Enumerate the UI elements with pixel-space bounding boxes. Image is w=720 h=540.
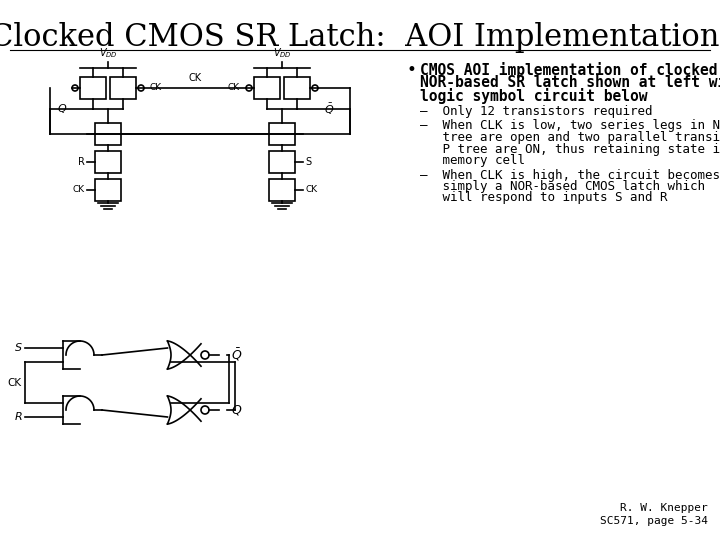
Text: CK: CK — [305, 186, 317, 194]
Text: tree are open and two parallel transistors in: tree are open and two parallel transisto… — [420, 131, 720, 144]
Text: Clocked CMOS SR Latch:  AOI Implementation: Clocked CMOS SR Latch: AOI Implementatio… — [0, 22, 720, 53]
Text: S: S — [15, 343, 22, 353]
Text: logic symbol circuit below: logic symbol circuit below — [420, 88, 647, 104]
Text: simply a NOR-based CMOS latch which: simply a NOR-based CMOS latch which — [420, 180, 705, 193]
Bar — [269, 123, 295, 145]
Text: will respond to inputs S and R: will respond to inputs S and R — [420, 192, 667, 205]
Text: –  When CLK is low, two series legs in N: – When CLK is low, two series legs in N — [420, 119, 720, 132]
Bar — [269, 151, 295, 173]
Bar — [110, 77, 136, 99]
Text: NOR-based SR latch shown at left with: NOR-based SR latch shown at left with — [420, 75, 720, 90]
Text: $V_{DD}$: $V_{DD}$ — [273, 46, 292, 60]
Bar — [254, 77, 280, 99]
Bar — [284, 77, 310, 99]
Text: P tree are ON, thus retaining state in the: P tree are ON, thus retaining state in t… — [420, 143, 720, 156]
Text: CK: CK — [189, 73, 202, 83]
Text: –  When CLK is high, the circuit becomes: – When CLK is high, the circuit becomes — [420, 168, 720, 181]
Text: CK: CK — [8, 377, 22, 388]
Bar — [80, 77, 106, 99]
Text: R. W. Knepper
SC571, page 5-34: R. W. Knepper SC571, page 5-34 — [600, 503, 708, 526]
Text: S: S — [305, 157, 311, 167]
Text: CK: CK — [150, 84, 162, 92]
Text: Q: Q — [231, 403, 241, 416]
Bar — [95, 151, 121, 173]
Bar — [95, 179, 121, 201]
Text: –  Only 12 transistors required: – Only 12 transistors required — [420, 105, 652, 118]
Text: CK: CK — [73, 186, 85, 194]
Text: CMOS AOI implementation of clocked: CMOS AOI implementation of clocked — [420, 62, 718, 78]
Text: $\bar{Q}$: $\bar{Q}$ — [231, 347, 243, 363]
Text: $V_{DD}$: $V_{DD}$ — [99, 46, 117, 60]
Text: •: • — [406, 62, 416, 79]
Text: memory cell: memory cell — [420, 154, 525, 167]
Text: CK: CK — [228, 84, 240, 92]
Text: Q: Q — [58, 104, 66, 114]
Text: R: R — [78, 157, 85, 167]
Text: R: R — [14, 412, 22, 422]
Bar — [269, 179, 295, 201]
Bar — [95, 123, 121, 145]
Text: $\bar{Q}$: $\bar{Q}$ — [324, 102, 334, 117]
